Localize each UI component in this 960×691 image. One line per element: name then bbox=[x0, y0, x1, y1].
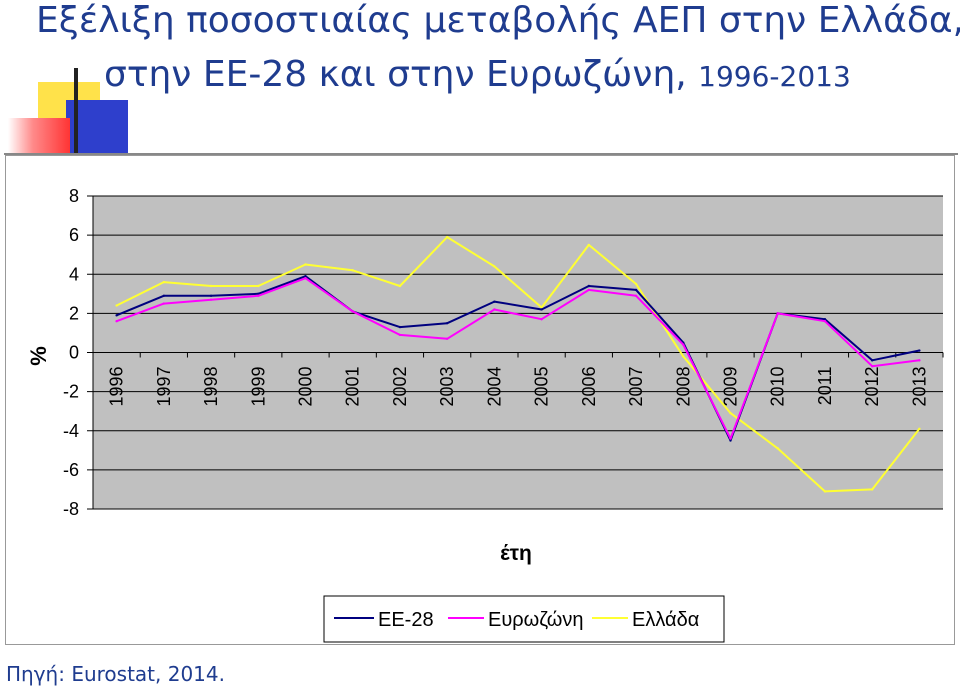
data-point bbox=[257, 284, 260, 288]
y-tick-label: 6 bbox=[69, 225, 79, 245]
y-tick-label: -6 bbox=[63, 460, 79, 480]
data-point bbox=[493, 265, 496, 268]
data-point bbox=[776, 447, 779, 450]
data-point bbox=[398, 284, 402, 288]
data-point bbox=[162, 294, 166, 297]
x-tick-label: 2000 bbox=[296, 367, 316, 407]
data-point bbox=[398, 325, 402, 329]
x-tick-label: 2001 bbox=[343, 367, 363, 407]
x-tick-label: 1999 bbox=[248, 367, 268, 407]
x-tick-label: 2009 bbox=[721, 367, 741, 407]
data-point bbox=[540, 318, 543, 321]
y-tick-label: -2 bbox=[63, 382, 79, 402]
slide-title-line2-main: στην ΕΕ-28 και στην Ευρωζώνη, bbox=[104, 54, 699, 95]
x-tick-label: 2005 bbox=[532, 367, 552, 407]
data-point bbox=[304, 275, 307, 278]
data-point bbox=[493, 300, 496, 303]
data-point bbox=[540, 308, 543, 311]
data-point bbox=[918, 349, 921, 352]
data-point bbox=[209, 294, 213, 297]
data-point bbox=[918, 427, 921, 430]
y-tick-label: 0 bbox=[69, 343, 79, 363]
y-tick-label: -8 bbox=[63, 499, 79, 519]
data-point bbox=[115, 304, 118, 307]
data-point bbox=[918, 359, 921, 362]
data-point bbox=[729, 437, 732, 440]
x-tick-label: 2002 bbox=[390, 367, 410, 407]
y-tick-label: 2 bbox=[69, 303, 79, 323]
chart-panel: 8 6 4 2 0 -2 -4 -6 -8 1996 1997 1998 1999 2000 2001 200… bbox=[5, 155, 955, 645]
y-tick-label: 8 bbox=[69, 186, 79, 206]
series-line-2 bbox=[116, 236, 921, 493]
x-tick-label: 2011 bbox=[815, 367, 835, 406]
data-point bbox=[115, 314, 118, 317]
data-point bbox=[304, 276, 307, 280]
source-note: Πηγή: Eurostat, 2014. bbox=[6, 662, 225, 686]
data-point bbox=[870, 359, 874, 362]
legend-box bbox=[323, 595, 725, 643]
y-tick-label: 4 bbox=[69, 264, 79, 284]
data-point bbox=[729, 439, 732, 442]
x-tick-label: 1998 bbox=[201, 367, 221, 407]
x-tick-label: 1997 bbox=[154, 367, 174, 407]
data-point bbox=[351, 269, 354, 272]
data-point bbox=[776, 312, 779, 315]
data-point bbox=[587, 288, 591, 292]
data-point bbox=[682, 343, 685, 346]
x-tick-label: 2008 bbox=[673, 367, 693, 407]
data-point bbox=[870, 488, 874, 491]
data-point bbox=[209, 298, 213, 301]
data-point bbox=[162, 280, 166, 284]
data-point bbox=[823, 318, 827, 321]
data-point bbox=[162, 302, 166, 305]
x-tick-label: 2006 bbox=[579, 367, 599, 407]
x-tick-label: 2013 bbox=[909, 367, 929, 407]
data-point bbox=[445, 337, 449, 341]
data-point bbox=[445, 235, 449, 239]
gdp-growth-chart: 8 6 4 2 0 -2 -4 -6 -8 1996 1997 1998 1999 2000 2001 200… bbox=[26, 186, 944, 643]
slide-title-years: 1996-2013 bbox=[698, 60, 851, 93]
y-axis-title: % bbox=[26, 346, 51, 366]
data-point bbox=[493, 308, 496, 311]
x-tick-label: 2010 bbox=[768, 367, 788, 407]
decorative-vertical-bar bbox=[74, 68, 78, 154]
x-tick-label: 2012 bbox=[862, 367, 882, 407]
data-point bbox=[823, 490, 827, 493]
x-axis-title: έτη bbox=[500, 542, 532, 565]
x-tick-label: 2004 bbox=[484, 367, 504, 407]
data-point bbox=[634, 282, 638, 286]
x-tick-label: 1996 bbox=[107, 367, 127, 407]
y-tick-label: -4 bbox=[63, 421, 79, 441]
slide-title-line1: Εξέλιξη ποσοστιαίας μεταβολής ΑΕΠ στην Ε… bbox=[36, 0, 960, 41]
data-point bbox=[351, 310, 354, 313]
legend-label-1: Ευρωζώνη bbox=[488, 609, 584, 631]
data-point bbox=[257, 292, 260, 296]
data-point bbox=[823, 320, 827, 323]
data-point bbox=[398, 333, 402, 337]
data-point bbox=[587, 243, 591, 247]
data-point bbox=[682, 355, 685, 358]
x-tick-label: 2007 bbox=[626, 367, 646, 407]
data-point bbox=[115, 320, 118, 323]
data-point bbox=[209, 284, 213, 288]
x-tick-label: 2003 bbox=[437, 367, 457, 407]
data-point bbox=[729, 411, 732, 415]
legend-label-0: ΕΕ-28 bbox=[378, 609, 434, 631]
series-line-1 bbox=[116, 277, 920, 440]
data-point bbox=[634, 294, 638, 297]
data-point bbox=[257, 294, 260, 297]
data-point bbox=[587, 284, 591, 288]
data-point bbox=[445, 321, 449, 325]
legend-label-2: Ελλάδα bbox=[632, 609, 699, 631]
data-point bbox=[634, 288, 638, 292]
data-point bbox=[304, 263, 307, 266]
title-divider bbox=[4, 153, 958, 155]
data-point bbox=[870, 364, 874, 368]
slide-title-line2: στην ΕΕ-28 και στην Ευρωζώνη, 1996-2013 bbox=[104, 54, 851, 95]
